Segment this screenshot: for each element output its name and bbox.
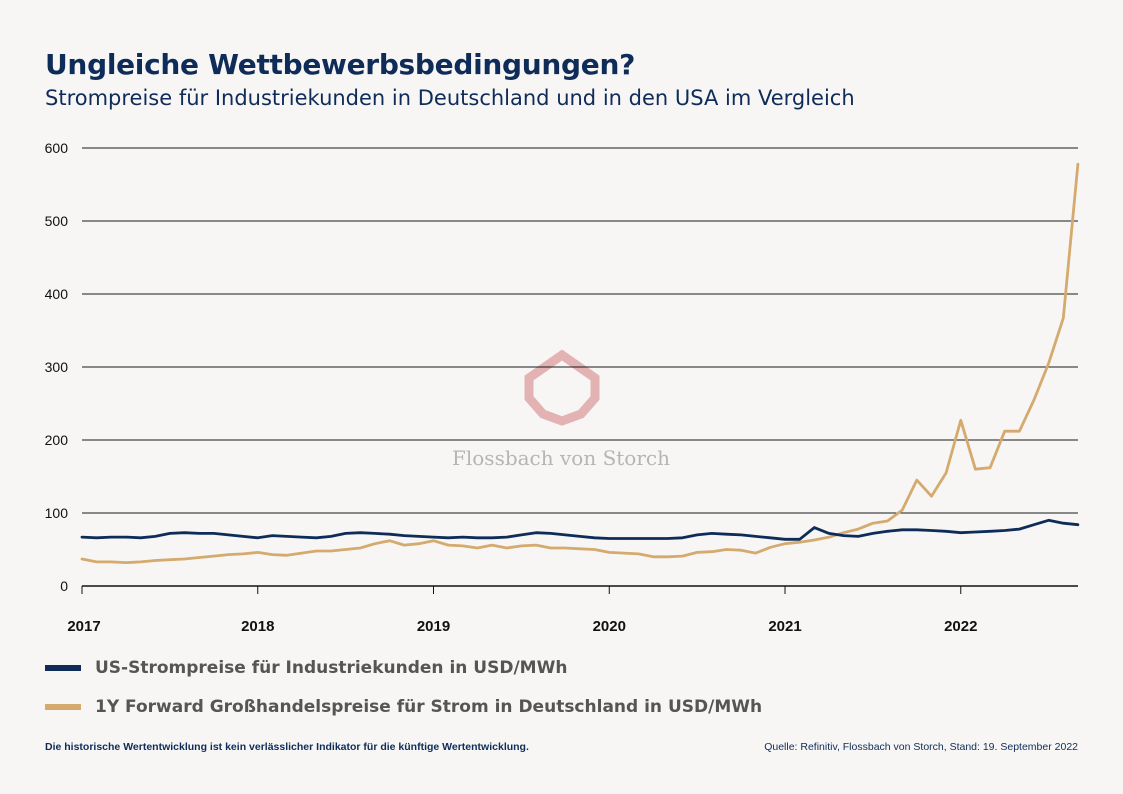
- series-line-de: [80, 162, 1080, 564]
- y-tick-label: 300: [45, 359, 69, 375]
- series-lines: [80, 162, 1080, 564]
- disclaimer-note: Die historische Wertentwicklung ist kein…: [45, 741, 529, 753]
- legend-item-de: 1Y Forward Großhandelspreise für Strom i…: [45, 697, 762, 717]
- source-note: Quelle: Refinitiv, Flossbach von Storch,…: [764, 741, 1078, 753]
- y-tick-label: 500: [45, 213, 69, 229]
- series-line-us: [80, 518, 1080, 541]
- y-tick-label: 400: [45, 286, 69, 302]
- y-tick-label: 200: [45, 432, 69, 448]
- y-tick-label: 100: [45, 505, 69, 521]
- legend-label-us: US-Strompreise für Industriekunden in US…: [95, 658, 568, 678]
- y-axis-ticks: 0 100 200 300 400 500 600: [45, 140, 69, 594]
- chart-title: Ungleiche Wettbewerbsbedingungen?: [45, 48, 636, 81]
- x-tick-label: 2018: [241, 618, 274, 635]
- x-tick-label: 2021: [768, 618, 801, 635]
- x-tick-label: 2020: [593, 618, 626, 635]
- watermark-text: Flossbach von Storch: [452, 446, 670, 470]
- legend-label-de: 1Y Forward Großhandelspreise für Strom i…: [95, 697, 763, 717]
- x-tick-label: 2019: [417, 618, 450, 635]
- x-axis-ticks: 2017 2018 2019 2020 2021 2022: [67, 586, 977, 635]
- chart-subtitle: Strompreise für Industriekunden in Deuts…: [45, 86, 855, 110]
- y-tick-label: 600: [45, 140, 69, 156]
- watermark-logo-icon: [524, 349, 600, 426]
- legend-swatch-de: [45, 704, 81, 710]
- x-tick-label: 2022: [944, 618, 977, 635]
- y-gridlines: [82, 147, 1078, 514]
- legend-swatch-us: [45, 665, 81, 671]
- watermark: Flossbach von Storch: [452, 349, 670, 470]
- legend-item-us: US-Strompreise für Industriekunden in US…: [45, 658, 567, 678]
- y-tick-label: 0: [60, 578, 68, 594]
- x-tick-label: 2017: [67, 618, 100, 635]
